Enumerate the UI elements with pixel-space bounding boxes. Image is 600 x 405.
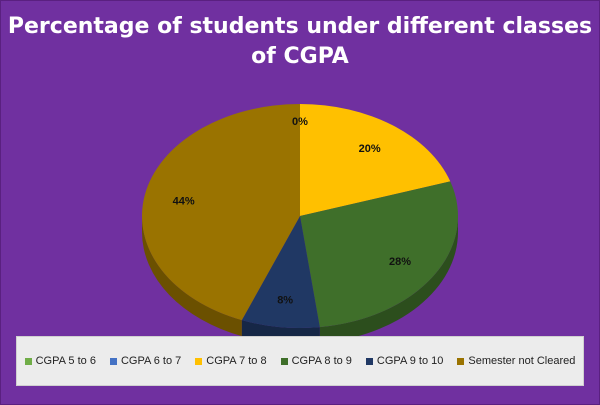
pie-slice-semester-not-cleared (141, 104, 300, 321)
pie-slice-cgpa-8-to-9 (300, 181, 459, 328)
pie-slice-cgpa-7-to-8 (300, 104, 451, 216)
chart-title: Percentage of students under different c… (0, 12, 600, 72)
chart-title-line-2: of CGPA (251, 44, 349, 69)
legend-swatch-cgpa-9-to-10 (365, 357, 373, 365)
data-label-cgpa-9-to-10: 8% (277, 294, 293, 306)
pie-side-cgpa-8-to-9 (319, 216, 459, 344)
legend-item-cgpa-6-to-7: CGPA 6 to 7 (109, 355, 182, 367)
legend-box: CGPA 5 to 6 CGPA 6 to 7 CGPA 7 to 8 CGPA 8 … (16, 336, 584, 386)
legend-item-cgpa-5-to-6: CGPA 5 to 6 (24, 355, 96, 367)
legend-label-semester-not-cleared: Semester not Cleared (468, 355, 576, 367)
legend-swatch-cgpa-5-to-6 (24, 357, 32, 365)
legend: CGPA 5 to 6 CGPA 6 to 7 CGPA 7 to 8 CGPA 8 … (17, 337, 583, 385)
pie-side-semester-not-cleared (142, 216, 242, 337)
legend-item-cgpa-7-to-8: CGPA 7 to 8 (195, 355, 267, 367)
pie-slice-cgpa-9-to-10 (241, 216, 320, 328)
legend-label-cgpa-7-to-8: CGPA 7 to 8 (206, 355, 267, 367)
legend-swatch-semester-not-cleared (457, 357, 465, 365)
legend-label-cgpa-9-to-10: CGPA 9 to 10 (376, 355, 444, 367)
data-label-semester-not-cleared: 44% (173, 195, 195, 207)
legend-item-cgpa-8-to-9: CGPA 8 to 9 (280, 355, 352, 367)
data-label-cgpa-8-to-9: 28% (389, 256, 411, 268)
legend-label-cgpa-6-to-7: CGPA 6 to 7 (120, 355, 182, 367)
legend-swatch-cgpa-8-to-9 (280, 357, 288, 365)
data-label-cgpa-6-to-7: 0% (292, 116, 308, 128)
data-label-cgpa-7-to-8: 20% (359, 143, 381, 155)
legend-item-semester-not-cleared: Semester not Cleared (457, 355, 575, 367)
chart-title-line-1: Percentage of students under different c… (7, 14, 593, 39)
legend-label-cgpa-5-to-6: CGPA 5 to 6 (35, 355, 96, 367)
legend-swatch-cgpa-7-to-8 (195, 357, 203, 365)
legend-swatch-cgpa-6-to-7 (109, 357, 117, 365)
legend-label-cgpa-8-to-9: CGPA 8 to 9 (291, 355, 352, 367)
legend-item-cgpa-9-to-10: CGPA 9 to 10 (365, 355, 444, 367)
